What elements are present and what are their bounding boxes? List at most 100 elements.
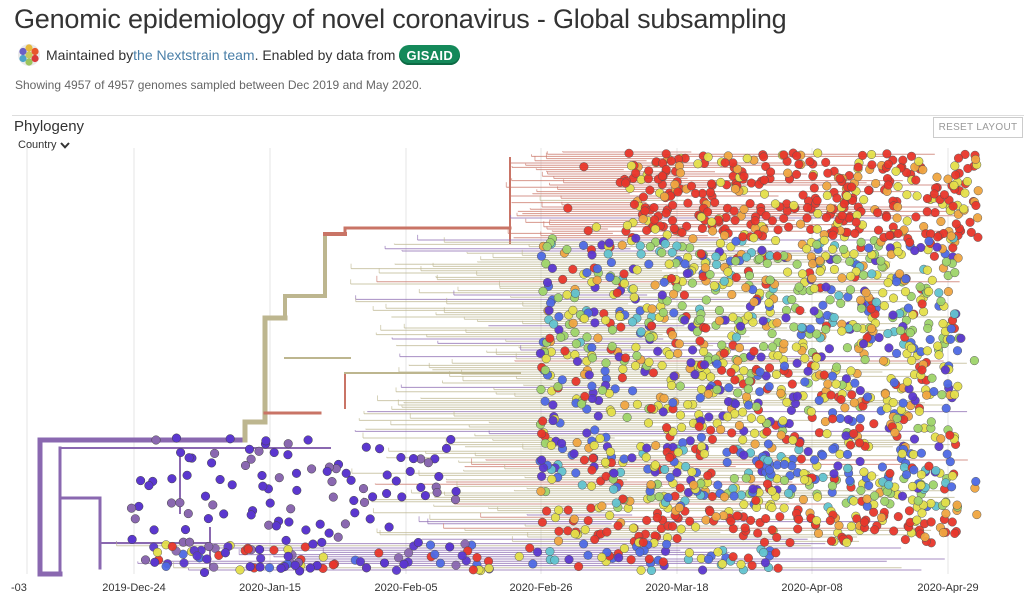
tip-dot <box>445 542 455 552</box>
tip-dot <box>647 321 657 331</box>
tip-dot <box>696 432 706 442</box>
enabled-by-text: . Enabled by data from <box>254 47 396 63</box>
tip-dot <box>945 334 956 344</box>
tip-dot <box>583 550 593 560</box>
tip-dot <box>871 297 881 307</box>
tip-dot <box>773 563 783 573</box>
tip-dot <box>717 559 727 569</box>
tip-dot <box>902 216 912 226</box>
tip-dot <box>926 498 936 509</box>
color-by-dropdown[interactable]: Country <box>18 139 70 151</box>
tip-dot <box>630 361 641 371</box>
tip-dot <box>199 567 210 578</box>
tip-dot <box>600 366 610 376</box>
tip-dot <box>772 251 782 261</box>
tip-dot <box>709 281 719 291</box>
tip-dot <box>797 323 807 333</box>
tip-dot <box>773 225 783 235</box>
tip-dot <box>839 199 849 209</box>
tip-dot <box>749 297 759 307</box>
tip-dot <box>657 171 667 181</box>
tip-dot <box>803 366 813 376</box>
tip-dot <box>652 513 662 523</box>
tip-dot <box>800 475 810 485</box>
tip-dot <box>547 474 557 484</box>
tip-dot <box>666 273 676 284</box>
tip-dot <box>657 248 667 258</box>
tip-dot <box>382 470 392 480</box>
tip-dot <box>861 288 871 298</box>
tip-dot <box>535 348 545 358</box>
tip-dot <box>953 153 964 163</box>
tip-dot <box>570 288 580 298</box>
tip-dot <box>658 557 668 567</box>
tip-dot <box>675 483 685 493</box>
tip-dot <box>708 226 718 236</box>
tip-dot <box>739 450 749 460</box>
tip-dot <box>651 440 661 451</box>
tip-dot <box>824 344 834 354</box>
tip-dot <box>897 449 907 459</box>
tip-dot <box>606 407 617 417</box>
tip-dot <box>533 547 543 557</box>
tip-dot <box>893 181 903 192</box>
tip-dot <box>821 157 831 167</box>
tip-dot <box>841 431 851 441</box>
tip-dot <box>258 481 268 491</box>
tip-dot <box>909 434 920 444</box>
nextstrain-logo-icon[interactable] <box>17 43 41 67</box>
tip-dot <box>856 485 866 495</box>
tip-dot <box>605 447 615 457</box>
tip-dot <box>913 423 923 433</box>
tip-dot <box>658 407 668 417</box>
axis-tick-label: 2020-Jan-15 <box>239 582 301 593</box>
tip-dot <box>536 486 546 496</box>
tip-dot <box>845 285 856 295</box>
nextstrain-team-link[interactable]: the Nextstrain team <box>133 47 255 63</box>
tip-dot <box>541 259 551 269</box>
tip-dot <box>667 247 677 258</box>
tip-dot <box>695 336 705 346</box>
tip-dot <box>759 175 769 185</box>
tip-dot <box>859 517 869 527</box>
tip-dot <box>922 194 932 204</box>
tip-dot <box>948 201 958 211</box>
reset-layout-button[interactable]: RESET LAYOUT <box>933 117 1023 138</box>
tip-dot <box>843 414 853 425</box>
tip-dot <box>883 159 893 169</box>
tip-dot <box>324 528 334 538</box>
tip-dot <box>748 484 758 494</box>
tip-dot <box>927 275 937 285</box>
tip-dot <box>888 310 898 320</box>
tip-dot <box>859 270 869 280</box>
tip-dot <box>538 416 548 426</box>
tip-dot <box>764 465 775 475</box>
tip-dot <box>643 418 654 428</box>
tip-dot <box>839 244 849 254</box>
tip-dot <box>926 229 936 239</box>
tip-dot <box>283 551 293 561</box>
tip-dot <box>971 476 981 487</box>
tip-dot <box>818 450 828 460</box>
tip-dot <box>677 228 687 238</box>
tip-dot <box>715 238 726 248</box>
tip-dot <box>832 254 842 264</box>
tip-dot <box>949 390 960 400</box>
tip-dot <box>917 508 927 518</box>
tip-dot <box>391 565 402 575</box>
tip-dot <box>870 525 880 535</box>
tip-dot <box>629 292 639 302</box>
gisaid-badge[interactable]: GISAID <box>399 45 461 65</box>
tip-dot <box>792 358 802 368</box>
tip-dot <box>836 394 846 405</box>
tip-dot <box>643 174 653 184</box>
tip-dot <box>932 172 942 182</box>
tip-dot <box>746 178 756 188</box>
tip-dot <box>751 495 761 506</box>
tip-dot <box>972 510 982 520</box>
tip-dot <box>665 472 675 482</box>
tip-dot <box>948 243 958 253</box>
tip-dot <box>538 463 548 473</box>
tip-dot <box>864 185 874 195</box>
tip-dot <box>665 452 675 463</box>
